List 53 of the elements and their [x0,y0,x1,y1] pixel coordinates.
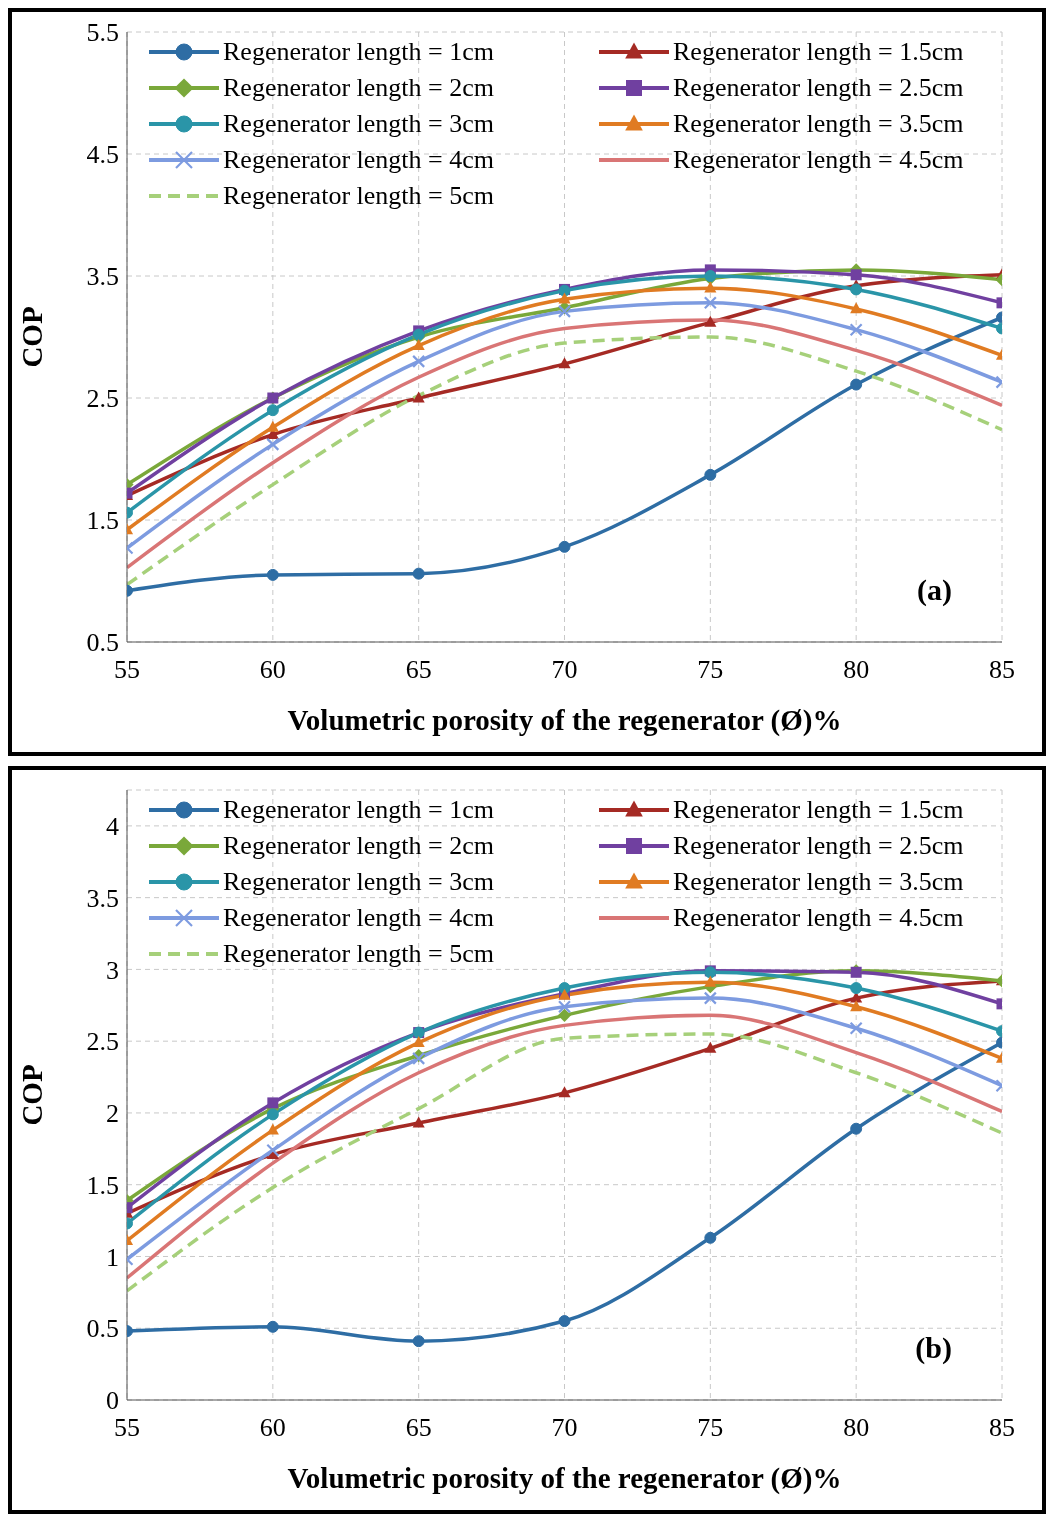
legend-label: Regenerator length = 1.5cm [673,795,964,825]
y-tick-label: 1 [106,1242,119,1272]
legend-label: Regenerator length = 4.5cm [673,145,964,175]
x-tick-label: 85 [989,655,1015,685]
x-tick-label: 80 [843,655,870,685]
x-tick-label: 65 [405,1413,432,1443]
y-tick-label: 2.5 [86,1027,119,1057]
legend-label: Regenerator length = 3.5cm [673,109,964,139]
x-tick-label: 70 [551,655,578,685]
y-tick-label: 5.5 [86,18,119,48]
legend-label: Regenerator length = 1.5cm [673,37,964,67]
x-tick-label: 60 [259,655,286,685]
x-tick-label: 65 [405,655,432,685]
x-tick-label: 70 [551,1413,578,1443]
x-axis-title: Volumetric porosity of the regenerator (Ø)% [287,704,842,737]
y-tick-label: 1.5 [86,506,119,536]
legend-label: Regenerator length = 1cm [223,37,494,67]
x-tick-label: 60 [259,1413,286,1443]
x-tick-label: 75 [697,1413,724,1443]
legend-label: Regenerator length = 2.5cm [673,831,964,861]
y-tick-label: 3 [106,955,119,985]
y-tick-label: 3.5 [86,883,119,913]
y-tick-label: 4.5 [86,140,119,170]
legend-label: Regenerator length = 2cm [223,831,494,861]
legend-label: Regenerator length = 1cm [223,795,494,825]
legend-label: Regenerator length = 4cm [223,145,494,175]
legend-label: Regenerator length = 3.5cm [673,867,964,897]
y-tick-label: 3.5 [86,262,119,292]
legend-label: Regenerator length = 3cm [223,867,494,897]
y-axis-title: COP [16,306,49,368]
legend-label: Regenerator length = 5cm [223,181,494,211]
legend-label: Regenerator length = 4.5cm [673,903,964,933]
x-tick-label: 80 [843,1413,870,1443]
y-tick-label: 0.5 [86,628,119,658]
legend-label: Regenerator length = 3cm [223,109,494,139]
y-tick-label: 0.5 [86,1314,119,1344]
annotation: (b) [915,1331,952,1365]
y-tick-label: 4 [106,812,119,842]
x-tick-label: 85 [989,1413,1015,1443]
legend-label: Regenerator length = 4cm [223,903,494,933]
legend-label: Regenerator length = 5cm [223,939,494,969]
x-tick-label: 55 [114,1413,140,1443]
y-tick-label: 1.5 [86,1170,119,1200]
y-tick-label: 2.5 [86,384,119,414]
x-tick-label: 75 [697,655,724,685]
y-tick-label: 2 [106,1099,119,1129]
y-tick-label: 0 [106,1386,119,1416]
x-axis-title: Volumetric porosity of the regenerator (Ø)% [287,1462,842,1495]
legend-label: Regenerator length = 2.5cm [673,73,964,103]
annotation: (a) [917,573,952,607]
y-axis-title: COP [16,1064,49,1126]
x-tick-label: 55 [114,655,140,685]
legend-label: Regenerator length = 2cm [223,73,494,103]
